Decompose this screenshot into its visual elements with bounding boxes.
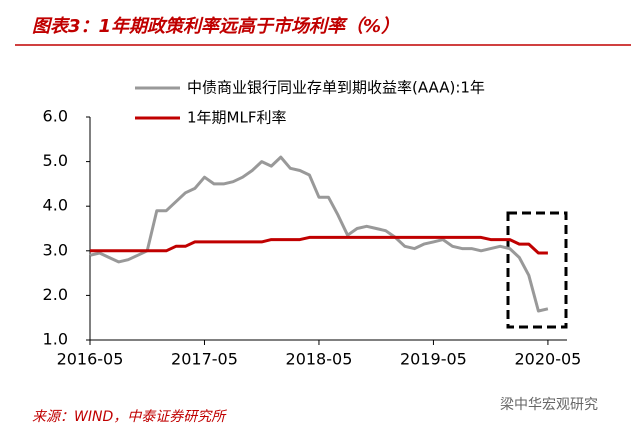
x-tick-label: 2018-05	[286, 350, 353, 369]
highlight-box	[506, 211, 568, 329]
y-tick-label: 1.0	[43, 330, 68, 349]
y-tick-label: 2.0	[43, 285, 68, 304]
legend-label: 1年期MLF利率	[187, 109, 286, 127]
y-tick-label: 6.0	[43, 107, 68, 126]
series-line	[89, 155, 549, 313]
y-tick-label: 3.0	[43, 240, 68, 259]
chart-title: 图表3：1年期政策利率远高于市场利率（%）	[32, 16, 399, 37]
x-tick-label: 2016-05	[57, 350, 124, 369]
x-tick-label: 2019-05	[400, 350, 467, 369]
watermark: 梁中华宏观研究	[500, 397, 598, 413]
series-line	[90, 235, 548, 255]
x-tick-label: 2020-05	[514, 350, 581, 369]
y-tick-label: 5.0	[43, 151, 68, 170]
source: 来源：WIND，中泰证券研究所	[32, 409, 227, 425]
x-tick-label: 2017-05	[171, 350, 238, 369]
legend-label: 中债商业银行同业存单到期收益率(AAA):1年	[187, 79, 485, 97]
y-tick-label: 4.0	[43, 196, 68, 215]
